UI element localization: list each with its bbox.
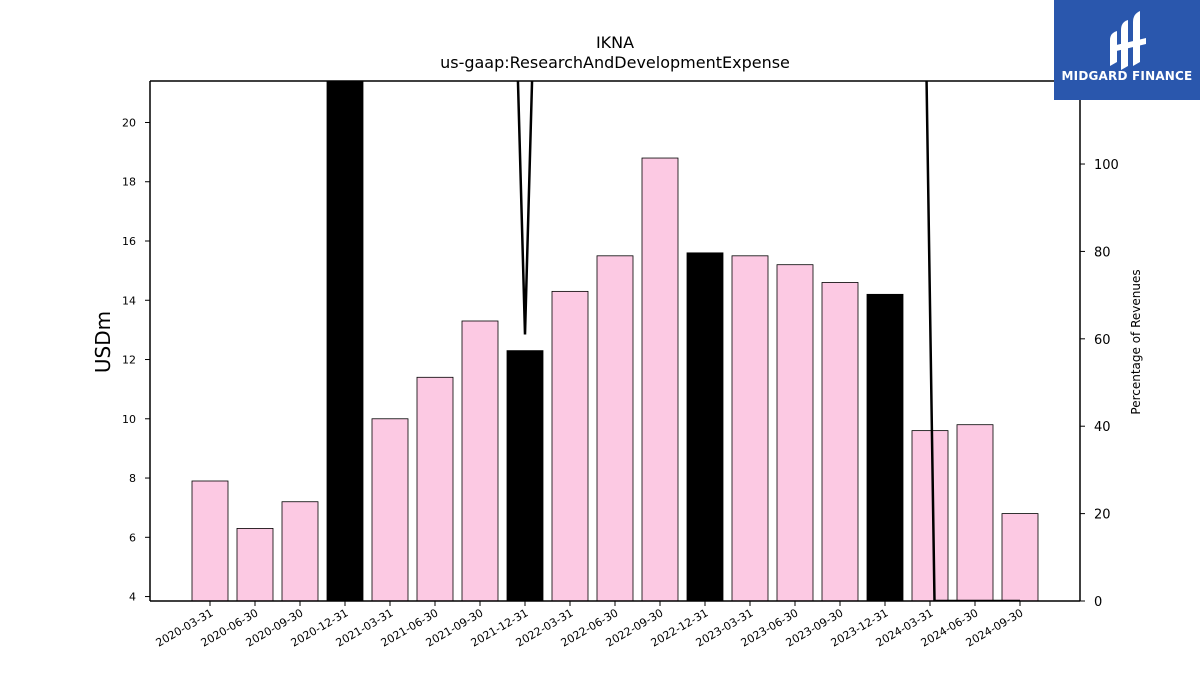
- chart-subtitle: us-gaap:ResearchAndDevelopmentExpense: [440, 53, 790, 72]
- y2-axis-label: Percentage of Revenues: [1129, 269, 1143, 414]
- y-tick-label: 18: [122, 176, 136, 189]
- y2-tick-label: 80: [1094, 245, 1111, 260]
- y-tick-label: 6: [129, 531, 136, 544]
- y2-tick-label: 40: [1094, 420, 1111, 435]
- logo-text: MIDGARD FINANCE: [1061, 69, 1193, 83]
- bar-2023-12-31: [866, 293, 904, 601]
- y-axis-label: USDm: [91, 311, 115, 373]
- bar-2020-09-30: [281, 501, 319, 601]
- bar-2022-09-30: [641, 157, 679, 601]
- bar-2023-06-30: [776, 264, 814, 601]
- pct-of-revenue-line-1: [925, 81, 1020, 601]
- bar-2020-03-31: [191, 480, 229, 601]
- bar-2024-09-30: [1001, 513, 1039, 601]
- chart-title: IKNA: [596, 33, 634, 52]
- bar-2024-03-31: [911, 430, 949, 601]
- pct-of-revenue-line-0: [516, 81, 534, 335]
- bar-2020-12-31: [326, 81, 364, 601]
- bar-2021-09-30: [461, 320, 499, 601]
- pct-line-group: [516, 81, 1020, 601]
- bar-2021-03-31: [371, 418, 409, 601]
- y2-tick-label: 60: [1094, 333, 1111, 348]
- y2-tick-label: 0: [1094, 595, 1102, 610]
- y-tick-label: 8: [129, 472, 136, 485]
- bar-2023-09-30: [821, 282, 859, 601]
- bars-group: [191, 81, 1039, 601]
- bar-2022-12-31: [686, 252, 724, 601]
- bar-2023-03-31: [731, 255, 769, 601]
- logo-mark-icon: [1110, 11, 1146, 70]
- bar-2021-12-31: [506, 350, 544, 601]
- y-tick-label: 10: [122, 413, 136, 426]
- bar-2022-06-30: [596, 255, 634, 601]
- y-tick-label: 12: [122, 354, 136, 367]
- y2-tick-label: 100: [1094, 158, 1119, 173]
- midgard-finance-logo: MIDGARD FINANCE: [1054, 0, 1200, 100]
- y-tick-label: 16: [122, 235, 136, 248]
- bar-2024-06-30: [956, 424, 994, 601]
- y-tick-label: 14: [122, 294, 136, 307]
- y2-tick-label: 20: [1094, 508, 1111, 523]
- y-tick-label: 4: [129, 591, 136, 604]
- bar-2020-06-30: [236, 528, 274, 601]
- y-tick-label: 20: [122, 116, 136, 129]
- bar-2022-03-31: [551, 290, 589, 601]
- bar-2021-06-30: [416, 376, 454, 601]
